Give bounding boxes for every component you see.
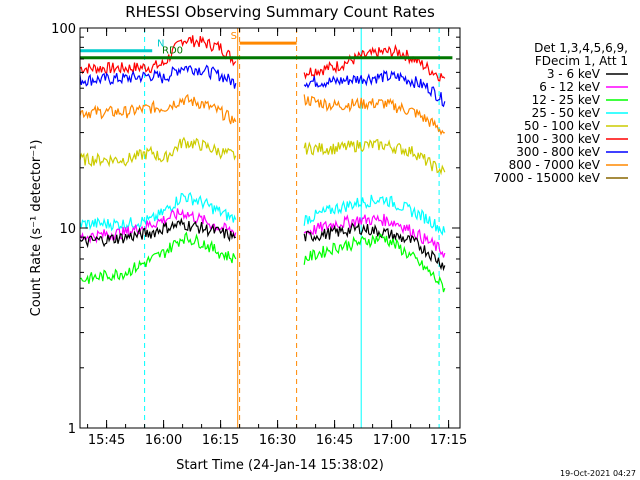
y-tick-label: 100 <box>51 22 76 37</box>
legend-header: Det 1,3,4,5,6,9, <box>534 41 628 55</box>
x-tick-label: 16:45 <box>316 433 353 448</box>
legend-label: 6 - 12 keV <box>539 80 601 94</box>
flag-label: S <box>231 31 237 42</box>
series-line <box>79 136 237 168</box>
x-tick-label: 17:00 <box>373 433 410 448</box>
series-line <box>79 231 237 284</box>
legend-label: 300 - 800 keV <box>516 145 600 159</box>
series-line <box>79 217 236 249</box>
axes: 15:45 16:00 16:15 16:30 16:45 17:00 17:15 1 10 10… <box>51 22 467 448</box>
series-line <box>303 69 446 108</box>
x-tick-label: 17:15 <box>430 433 467 448</box>
legend-label: 7000 - 15000 keV <box>493 171 600 185</box>
flag-label: RD0 <box>162 46 183 57</box>
legend-label: 25 - 50 keV <box>532 106 601 120</box>
y-tick-label: 10 <box>59 222 76 237</box>
series-line <box>303 213 446 258</box>
series <box>79 231 446 293</box>
plot-frame <box>79 27 461 429</box>
series-line <box>79 192 237 232</box>
legend: Det 1,3,4,5,6,9,FDecim 1, Att 13 - 6 keV… <box>493 41 628 185</box>
x-tick-label: 16:30 <box>259 433 296 448</box>
series <box>79 64 446 108</box>
series <box>79 93 445 136</box>
x-axis-label: Start Time (24-Jan-14 15:38:02) <box>176 458 384 473</box>
series-line <box>303 232 446 293</box>
x-tick-label: 15:45 <box>88 433 125 448</box>
series-line <box>303 222 446 272</box>
y-axis-label: Count Rate (s⁻¹ detector⁻¹) <box>29 140 44 317</box>
legend-label: 800 - 7000 keV <box>509 158 601 172</box>
legend-label: 100 - 300 keV <box>516 132 600 146</box>
x-tick-label: 16:15 <box>202 433 239 448</box>
series-line <box>303 138 446 176</box>
series-line <box>303 194 446 236</box>
series <box>79 35 446 82</box>
series-line <box>79 93 237 125</box>
y-tick-label: 1 <box>68 422 76 437</box>
legend-label: 3 - 6 keV <box>547 67 601 81</box>
series-line <box>79 64 237 89</box>
timestamp: 19-Oct-2021 04:27 <box>560 469 636 478</box>
legend-label: 12 - 25 keV <box>532 93 601 107</box>
legend-header: FDecim 1, Att 1 <box>535 54 628 68</box>
flag-label: N <box>157 39 164 50</box>
legend-label: 50 - 100 keV <box>524 119 601 133</box>
series-line <box>79 35 237 76</box>
series <box>79 192 446 236</box>
series-line <box>303 43 446 82</box>
x-tick-label: 16:00 <box>145 433 182 448</box>
chart-title: RHESSI Observing Summary Count Rates <box>125 3 435 21</box>
series <box>79 217 446 272</box>
series-line <box>79 208 237 244</box>
series-line <box>303 94 445 136</box>
series <box>79 208 446 258</box>
series <box>79 136 446 176</box>
